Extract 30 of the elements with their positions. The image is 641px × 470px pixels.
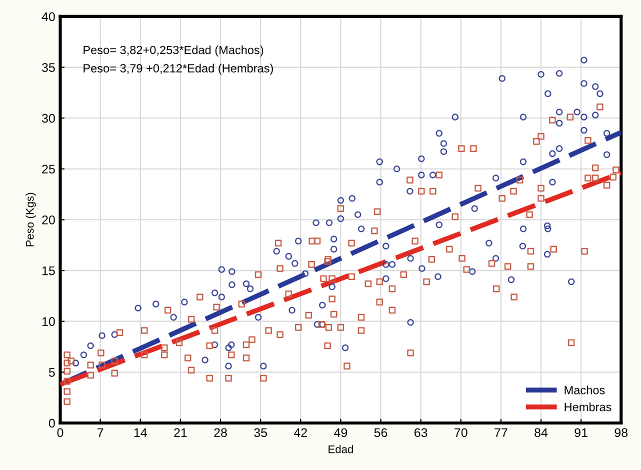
y-tick-label: 20 — [42, 216, 55, 224]
x-tick-label: 21 — [174, 428, 187, 437]
y-tick-label: 40 — [42, 12, 55, 22]
annotation: Peso= 3,79 +0,212*Edad (Hembras) — [84, 64, 273, 75]
annotation: Peso= 3,82+0,253*Edad (Machos) — [84, 46, 264, 57]
x-tick-label: 91 — [574, 428, 588, 438]
y-axis-title: Peso (Kgs) — [26, 192, 36, 246]
y-tick-label: 5 — [48, 368, 55, 377]
x-tick-label: 28 — [214, 428, 227, 438]
x-tick-label: 56 — [374, 428, 388, 438]
y-tick-label: 15 — [42, 266, 55, 276]
x-tick-label: 7 — [97, 428, 104, 437]
y-tick-label: 35 — [42, 63, 55, 72]
x-tick-label: 70 — [454, 428, 468, 438]
x-tick-label: 98 — [614, 428, 628, 438]
x-tick-label: 84 — [534, 428, 548, 438]
legend-label: Hembras — [564, 402, 612, 412]
x-tick-label: 63 — [414, 428, 428, 438]
x-tick-label: 42 — [294, 428, 307, 437]
y-tick-label: 0 — [48, 418, 55, 428]
x-axis-title: Edad — [328, 445, 353, 454]
x-tick-label: 35 — [254, 428, 267, 438]
y-tick-label: 25 — [42, 164, 55, 174]
legend-label: Machos — [564, 386, 605, 394]
x-tick-label: 77 — [494, 428, 508, 437]
x-tick-label: 49 — [334, 428, 348, 438]
x-tick-label: 14 — [134, 428, 147, 437]
y-tick-label: 10 — [42, 317, 55, 326]
x-tick-label: 0 — [57, 428, 64, 438]
y-tick-label: 30 — [42, 114, 55, 123]
